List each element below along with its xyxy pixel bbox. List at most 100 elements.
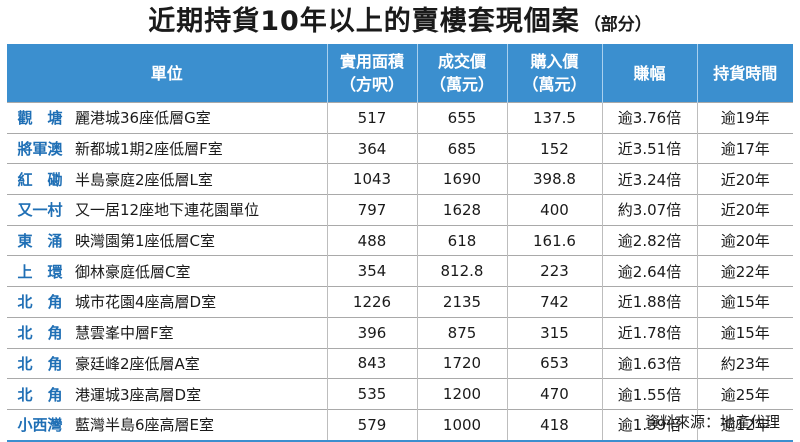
area-cell: 797 — [327, 194, 418, 226]
district-label: 紅 磡 — [17, 170, 63, 189]
gain-cell: 逾1.63倍 — [602, 347, 698, 379]
area-cell: 364 — [327, 132, 418, 164]
header-hold: 持貨時間 — [697, 44, 793, 103]
area-cell: 517 — [327, 102, 418, 134]
hold-cell: 近20年 — [697, 194, 793, 226]
hold-cell: 約23年 — [697, 347, 793, 379]
buy-cell: 742 — [507, 286, 603, 318]
estate-label: 半島豪庭2座低層L室 — [75, 170, 213, 189]
area-cell: 535 — [327, 378, 418, 410]
gain-cell: 近3.51倍 — [602, 132, 698, 164]
table-row: 將軍澳 新都城1期2座低層F室 364 685 152 近3.51倍 逾17年 — [7, 132, 793, 164]
buy-cell: 418 — [507, 408, 603, 442]
unit-cell: 北 角慧雲峯中層F室 — [7, 316, 328, 348]
header-area-line1: 實用面積 — [339, 52, 404, 71]
hold-cell: 逾20年 — [697, 224, 793, 256]
estate-label: 慧雲峯中層F室 — [75, 324, 174, 343]
buy-cell: 223 — [507, 255, 603, 287]
table-row: 小西灣 藍灣半島6座高層E室 579 1000 418 逾1.39倍 逾12年 — [7, 408, 793, 442]
unit-cell: 又一村 又一居12座地下連花園單位 — [7, 194, 328, 226]
buy-cell: 152 — [507, 132, 603, 164]
district-label: 北 角 — [17, 293, 63, 312]
table-row: 紅 磡半島豪庭2座低層L室 1043 1690 398.8 近3.24倍 近20… — [7, 163, 793, 195]
hold-cell: 逾12年 — [697, 408, 793, 442]
district-label: 觀 塘 — [17, 109, 63, 128]
source-note: 資料來源：地產代理 — [644, 413, 780, 431]
hold-cell: 逾25年 — [697, 378, 793, 410]
gain-cell: 逾3.76倍 — [602, 102, 698, 134]
header-area-line2: （方呎） — [339, 75, 404, 94]
title-sub: （部分） — [583, 15, 652, 35]
header-deal: 成交價 （萬元） — [417, 44, 508, 103]
hold-cell: 逾15年 — [697, 286, 793, 318]
gain-cell: 逾2.64倍 — [602, 255, 698, 287]
table-row: 北 角城市花園4座高層D室 1226 2135 742 近1.88倍 逾15年 — [7, 286, 793, 318]
area-cell: 1043 — [327, 163, 418, 195]
deal-cell: 685 — [417, 132, 508, 164]
estate-label: 豪廷峰2座低層A室 — [75, 354, 200, 373]
gain-cell: 約3.07倍 — [602, 194, 698, 226]
deal-cell: 2135 — [417, 286, 508, 318]
deal-cell: 1000 — [417, 408, 508, 442]
unit-cell: 北 角港運城3座高層D室 — [7, 378, 328, 410]
buy-cell: 161.6 — [507, 224, 603, 256]
district-label: 上 環 — [17, 262, 63, 281]
estate-label: 又一居12座地下連花園單位 — [75, 201, 260, 220]
hold-cell: 近20年 — [697, 163, 793, 195]
deal-cell: 618 — [417, 224, 508, 256]
unit-cell: 上 環御林豪庭低層C室 — [7, 255, 328, 287]
unit-cell: 將軍澳 新都城1期2座低層F室 — [7, 132, 328, 164]
district-label: 北 角 — [17, 354, 63, 373]
estate-label: 港運城3座高層D室 — [75, 385, 202, 404]
area-cell: 579 — [327, 408, 418, 442]
deal-cell: 875 — [417, 316, 508, 348]
hold-cell: 逾19年 — [697, 102, 793, 134]
buy-cell: 137.5 — [507, 102, 603, 134]
area-cell: 843 — [327, 347, 418, 379]
deal-cell: 1720 — [417, 347, 508, 379]
table-row: 北 角港運城3座高層D室 535 1200 470 逾1.55倍 逾25年 — [7, 378, 793, 410]
header-gain: 賺幅 — [602, 44, 698, 103]
district-label: 東 涌 — [17, 232, 63, 251]
estate-label: 麗港城36座低層G室 — [75, 109, 211, 128]
hold-cell: 逾15年 — [697, 316, 793, 348]
header-buy: 購入價 （萬元） — [507, 44, 603, 103]
unit-cell: 東 涌映灣園第1座低層C室 — [7, 224, 328, 256]
gain-cell: 逾1.39倍 — [602, 408, 698, 442]
district-label: 又一村 — [17, 201, 63, 220]
unit-cell: 小西灣 藍灣半島6座高層E室 — [7, 408, 328, 442]
estate-label: 御林豪庭低層C室 — [75, 262, 191, 281]
estate-label: 映灣園第1座低層C室 — [75, 232, 216, 251]
deal-cell: 1628 — [417, 194, 508, 226]
deal-cell: 812.8 — [417, 255, 508, 287]
gain-cell: 逾2.82倍 — [602, 224, 698, 256]
buy-cell: 653 — [507, 347, 603, 379]
district-label: 北 角 — [17, 385, 63, 404]
estate-label: 藍灣半島6座高層E室 — [75, 416, 215, 435]
district-label: 將軍澳 — [17, 140, 63, 159]
header-buy-line1: 購入價 — [530, 52, 579, 71]
hold-cell: 逾22年 — [697, 255, 793, 287]
buy-cell: 315 — [507, 316, 603, 348]
estate-label: 新都城1期2座低層F室 — [75, 140, 223, 159]
header-buy-line2: （萬元） — [522, 75, 587, 94]
unit-cell: 觀 塘麗港城36座低層G室 — [7, 102, 328, 134]
gain-cell: 近3.24倍 — [602, 163, 698, 195]
title-main: 近期持貨10年以上的賣樓套現個案 — [148, 6, 580, 37]
table-row: 北 角慧雲峯中層F室 396 875 315 近1.78倍 逾15年 — [7, 316, 793, 348]
buy-cell: 398.8 — [507, 163, 603, 195]
gain-cell: 近1.88倍 — [602, 286, 698, 318]
deal-cell: 655 — [417, 102, 508, 134]
transactions-table: 單位 實用面積 （方呎） 成交價 （萬元） 購入價 （萬元） 賺幅 持貨時間 觀 塘麗… — [7, 44, 793, 442]
gain-cell: 逾1.55倍 — [602, 378, 698, 410]
area-cell: 488 — [327, 224, 418, 256]
hold-cell: 逾17年 — [697, 132, 793, 164]
area-cell: 1226 — [327, 286, 418, 318]
unit-cell: 北 角豪廷峰2座低層A室 — [7, 347, 328, 379]
estate-label: 城市花園4座高層D室 — [75, 293, 217, 312]
header-area: 實用面積 （方呎） — [327, 44, 418, 103]
header-deal-line1: 成交價 — [437, 52, 486, 71]
header-unit: 單位 — [7, 44, 328, 103]
unit-cell: 紅 磡半島豪庭2座低層L室 — [7, 163, 328, 195]
table-row: 又一村 又一居12座地下連花園單位 797 1628 400 約3.07倍 近20… — [7, 194, 793, 226]
